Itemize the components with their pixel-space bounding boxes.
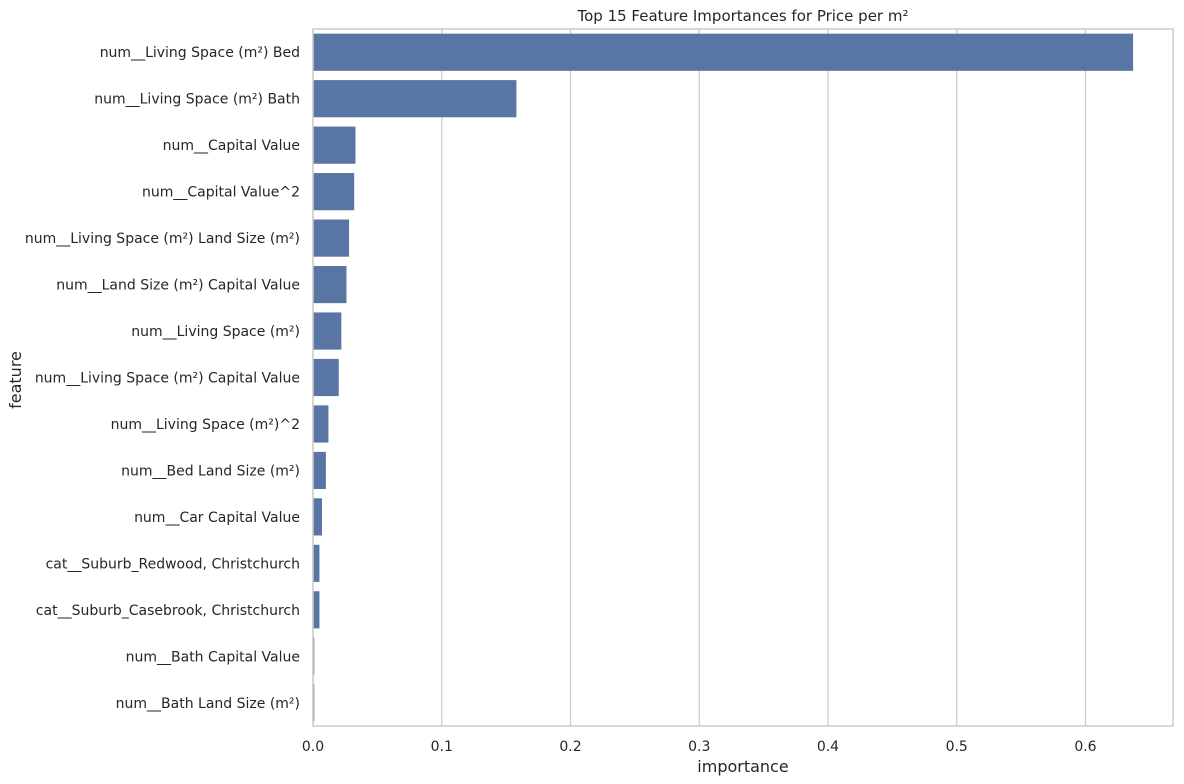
y-tick-label: num__Living Space (m²) bbox=[131, 324, 300, 340]
grid-lines bbox=[312, 29, 1087, 726]
bar bbox=[313, 265, 347, 304]
y-tick-label: cat__Suburb_Casebrook, Christchurch bbox=[36, 603, 300, 619]
y-axis-title: feature bbox=[6, 351, 25, 409]
y-tick-label: num__Capital Value^2 bbox=[142, 185, 300, 201]
bar bbox=[313, 405, 329, 443]
bar bbox=[313, 173, 355, 211]
bar bbox=[313, 219, 350, 257]
y-tick-label: num__Living Space (m²) Capital Value bbox=[35, 371, 300, 387]
x-tick-label: 0.1 bbox=[431, 739, 453, 755]
y-tick-label: num__Living Space (m²)^2 bbox=[111, 417, 300, 433]
y-tick-label: num__Living Space (m²) Bath bbox=[94, 92, 300, 108]
y-tick-label: num__Living Space (m²) Bed bbox=[100, 45, 300, 61]
bar bbox=[313, 126, 356, 164]
x-tick-label: 0.0 bbox=[302, 739, 324, 755]
bars bbox=[313, 33, 1134, 722]
y-tick-label: cat__Suburb_Redwood, Christchurch bbox=[46, 556, 300, 572]
bar bbox=[313, 498, 323, 536]
bar bbox=[313, 358, 339, 397]
y-tick-label: num__Car Capital Value bbox=[134, 510, 300, 526]
y-tick-label: num__Bed Land Size (m²) bbox=[121, 463, 300, 479]
y-tick-label: num__Living Space (m²) Land Size (m²) bbox=[25, 231, 300, 247]
axes-border bbox=[312, 28, 1174, 727]
x-tick-label: 0.2 bbox=[559, 739, 581, 755]
x-tick-label: 0.6 bbox=[1074, 739, 1096, 755]
y-tick-label: num__Capital Value bbox=[163, 138, 300, 154]
x-tick-labels: 0.0 0.1 0.2 0.3 0.4 0.5 0.6 bbox=[302, 739, 1097, 755]
chart-title: Top 15 Feature Importances for Price per… bbox=[577, 7, 909, 25]
bar bbox=[313, 312, 342, 350]
bar bbox=[313, 544, 320, 582]
bar bbox=[313, 591, 320, 629]
x-tick-label: 0.4 bbox=[817, 739, 839, 755]
y-tick-label: num__Bath Land Size (m²) bbox=[116, 696, 300, 712]
x-tick-label: 0.3 bbox=[688, 739, 710, 755]
bar bbox=[313, 33, 1134, 71]
x-tick-label: 0.5 bbox=[946, 739, 968, 755]
y-tick-label: num__Bath Capital Value bbox=[126, 649, 300, 665]
y-tick-label: num__Land Size (m²) Capital Value bbox=[56, 278, 300, 294]
y-tick-labels: num__Living Space (m²) Bed num__Living Sp… bbox=[25, 45, 300, 712]
axes-frame bbox=[312, 28, 1174, 727]
x-axis-title: importance bbox=[697, 757, 788, 776]
bar bbox=[313, 80, 517, 118]
bar bbox=[313, 451, 326, 490]
